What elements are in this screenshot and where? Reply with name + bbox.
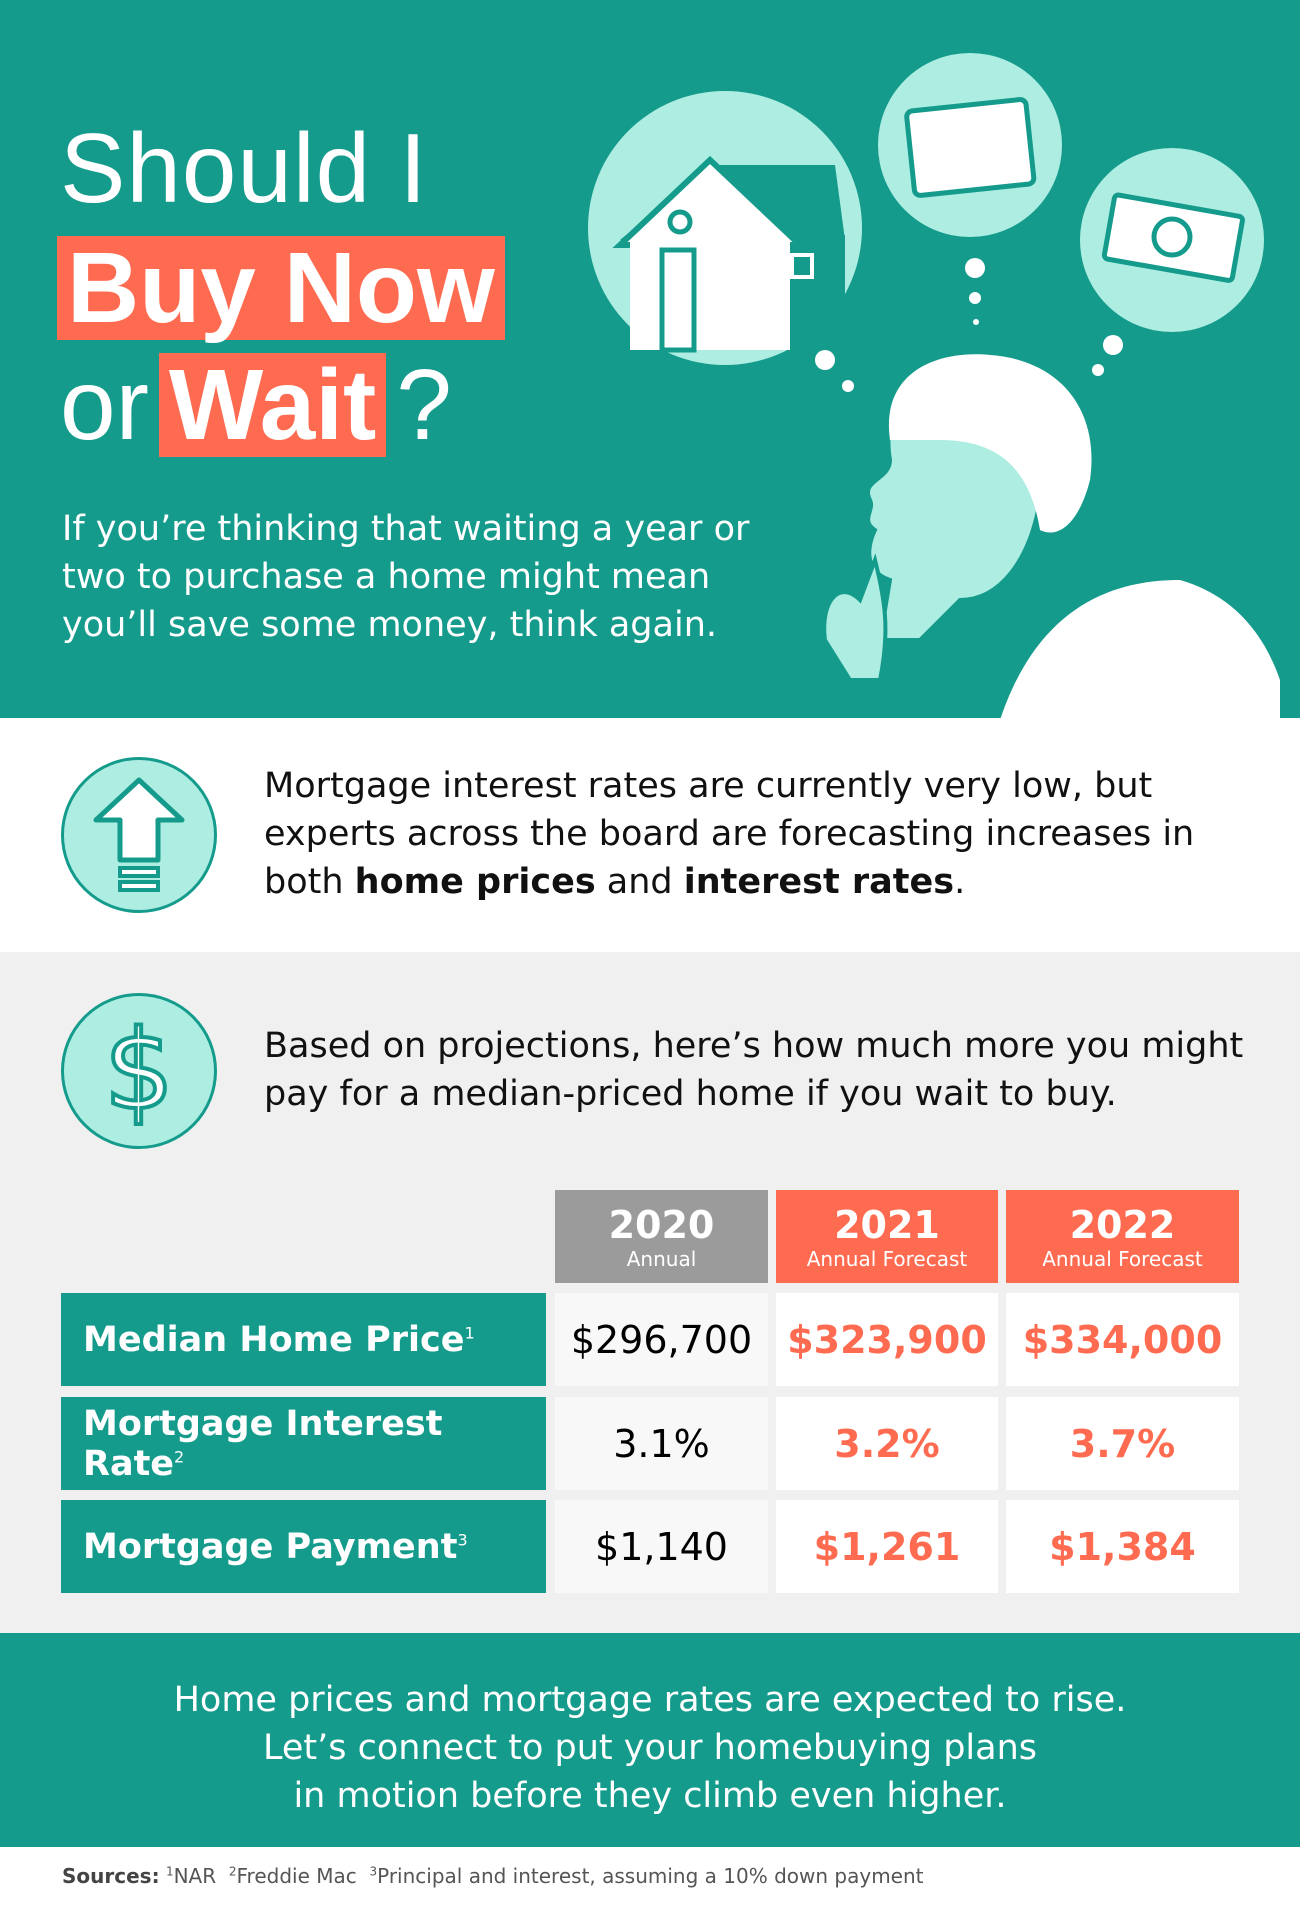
table-cell: $334,000 — [1006, 1293, 1239, 1386]
dollar-icon: $ — [61, 993, 217, 1149]
column-header-2020: 2020 Annual — [555, 1190, 768, 1283]
calendar-thought-icon — [878, 53, 1062, 237]
table-cell: 3.2% — [776, 1397, 998, 1490]
rates-section: Mortgage interest rates are currently ve… — [0, 718, 1300, 952]
table-cell: 3.1% — [555, 1397, 768, 1490]
call-to-action: Home prices and mortgage rates are expec… — [0, 1633, 1300, 1847]
title-question-mark: ? — [396, 349, 452, 461]
cta-line: Home prices and mortgage rates are expec… — [173, 1680, 1127, 1720]
title-or: or — [60, 349, 149, 461]
table-cell: $296,700 — [555, 1293, 768, 1386]
table-cell: $1,140 — [555, 1500, 768, 1593]
svg-text:$: $ — [104, 1006, 174, 1134]
column-header-2021: 2021 Annual Forecast — [776, 1190, 998, 1283]
table-cell: $1,261 — [776, 1500, 998, 1593]
cta-line: Let’s connect to put your homebuying pla… — [263, 1728, 1037, 1768]
sources: Sources: 1NAR 2Freddie Mac 3Principal an… — [62, 1864, 924, 1888]
title-line3: or Wait? — [60, 352, 452, 458]
thinking-man-illustration — [588, 53, 1280, 718]
house-thought-icon — [588, 91, 862, 365]
table-cell: 3.7% — [1006, 1397, 1239, 1490]
intro-text: If you’re thinking that waiting a year o… — [62, 509, 750, 645]
row-label-mortgage-interest-rate: Mortgage Interest Rate2 — [61, 1397, 546, 1490]
money-thought-icon — [1080, 148, 1264, 332]
hero-banner: Should I Buy Now or Wait? If you’re think… — [0, 0, 1300, 718]
cta-line: in motion before they climb even higher. — [293, 1776, 1007, 1816]
up-arrow-icon — [61, 757, 217, 913]
title-line1: Should I — [60, 113, 428, 223]
row-label-mortgage-payment: Mortgage Payment3 — [61, 1500, 546, 1593]
table-cell: $323,900 — [776, 1293, 998, 1386]
title-highlight-wait: Wait — [158, 353, 387, 457]
table-cell: $1,384 — [1006, 1500, 1239, 1593]
projection-text: Based on projections, here’s how much mo… — [264, 1026, 1244, 1114]
row-label-median-home-price: Median Home Price1 — [61, 1293, 546, 1386]
column-header-2022: 2022 Annual Forecast — [1006, 1190, 1239, 1283]
title-highlight-buy-now: Buy Now — [57, 236, 505, 340]
rates-text: Mortgage interest rates are currently ve… — [264, 766, 1195, 902]
